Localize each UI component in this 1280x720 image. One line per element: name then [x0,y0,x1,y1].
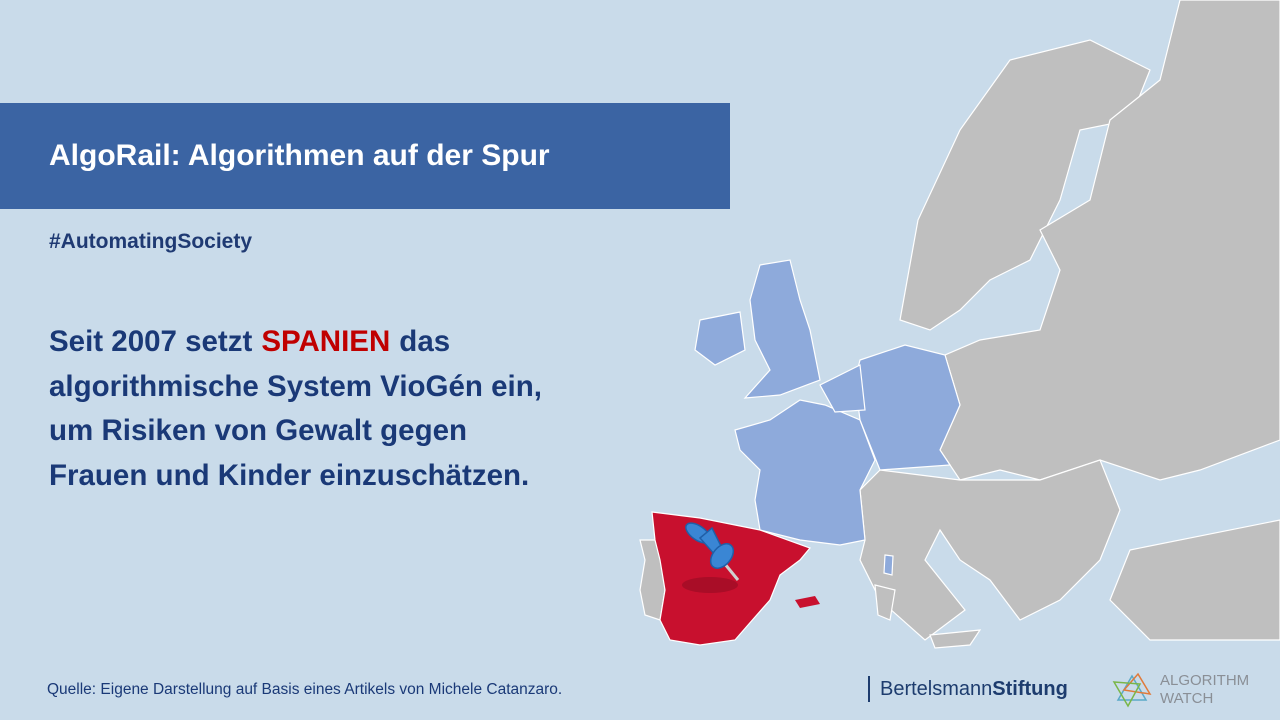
bertelsmann-logo: BertelsmannStiftung [868,676,1068,702]
body-line: um Risiken von Gewalt gegen [49,414,468,447]
body-text-part: Seit 2007 setzt [49,325,253,358]
body-line: Frauen und Kinder einzuschätzen. [49,458,530,492]
body-text-part: das [399,325,451,358]
body-text: Seit 2007 setzt SPANIEN das algorithmische… [49,320,542,498]
body-line: algorithmische System VioGén ein, [49,369,542,403]
body-line: Seit 2007 setzt SPANIEN das [49,320,542,365]
title-banner: AlgoRail: Algorithmen auf der Spur [0,103,730,209]
algorithmwatch-logo: ALGORITHM WATCH [1160,672,1249,708]
highlight: SPANIEN [261,325,391,358]
logo-text: WATCH [1160,690,1214,707]
logo-text: ALGORITHM [1160,672,1250,689]
logo-text: Bertelsmann [880,678,993,700]
source-note: Quelle: Eigene Darstellung auf Basis ein… [47,681,563,698]
hashtag: #AutomatingSociety [49,230,253,253]
title: AlgoRail: Algorithmen auf der Spur [49,139,550,172]
logo-text: Stiftung [992,678,1068,700]
